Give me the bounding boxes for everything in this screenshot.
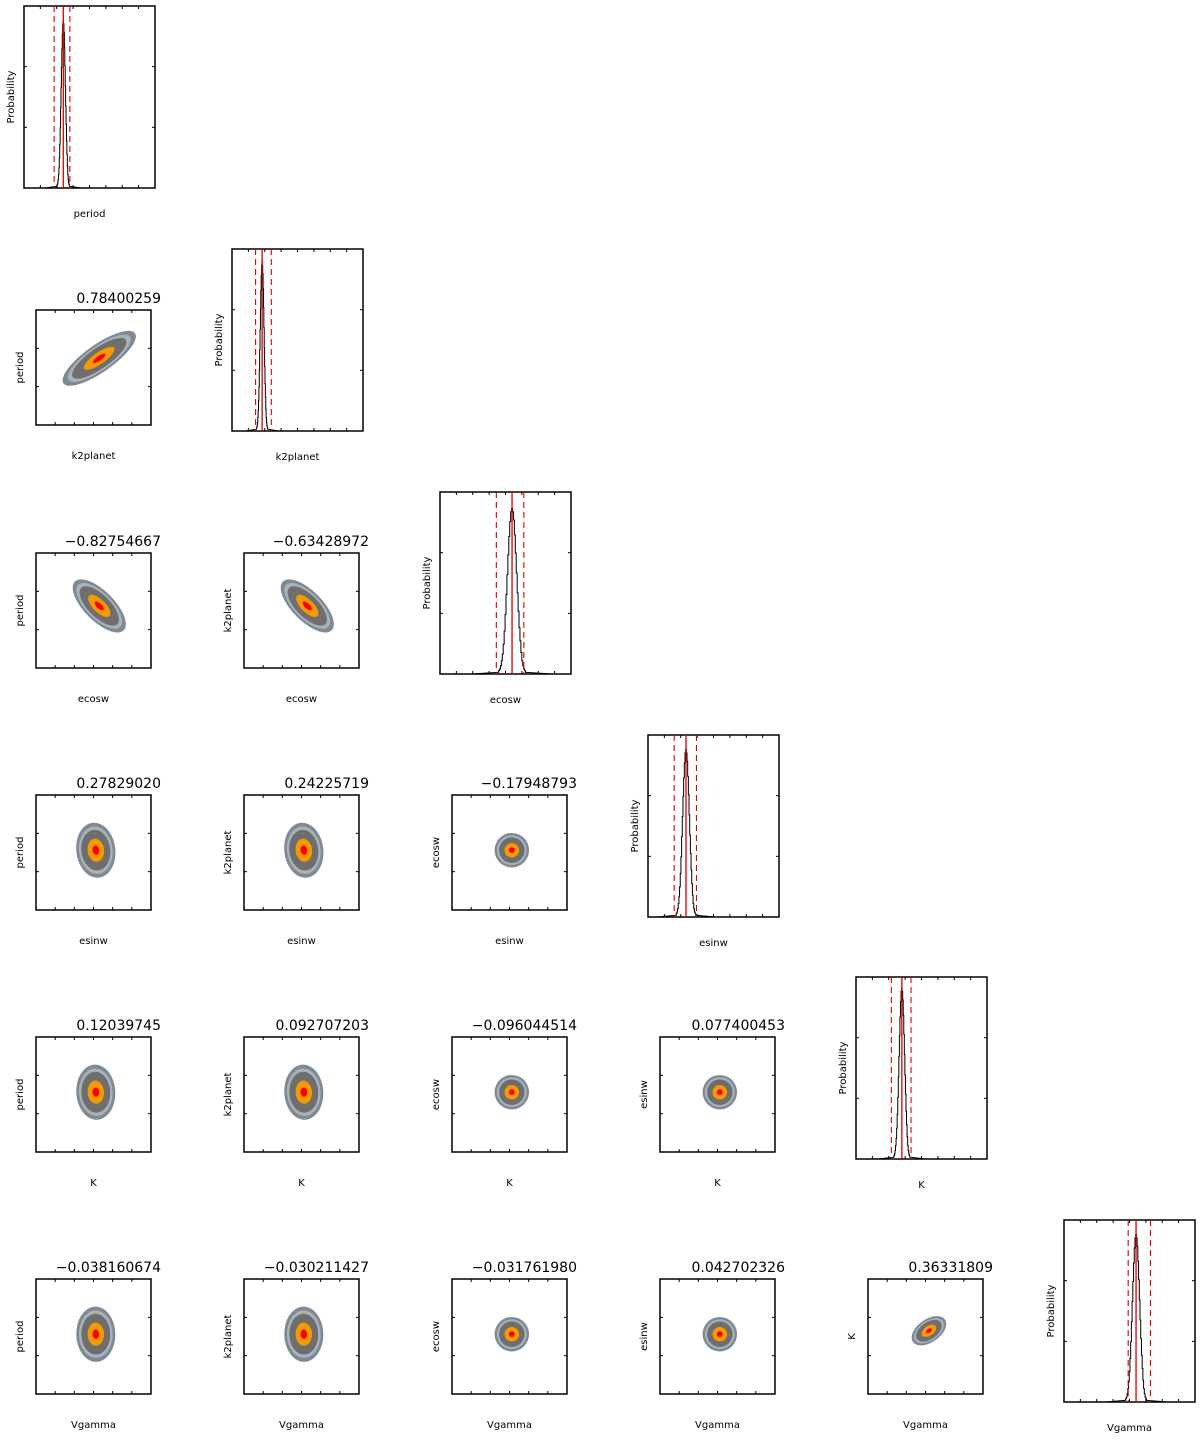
density-x-label: Vgamma <box>71 1420 116 1431</box>
correlation-value: 0.78400259 <box>76 291 161 307</box>
density-x-label: Vgamma <box>279 1420 324 1431</box>
correlation-value: −0.63428972 <box>273 534 369 550</box>
contour-peak <box>93 353 106 363</box>
density-panel-ecosw-vs-esinw: −0.17948793 ecosw esinw <box>431 776 577 947</box>
density-x-label: Vgamma <box>903 1420 948 1431</box>
density-x-label: K <box>90 1178 97 1189</box>
histogram-x-label: esinw <box>699 938 728 949</box>
histogram-frame <box>231 248 364 432</box>
histogram-x-label: Vgamma <box>1107 1423 1152 1434</box>
contour-peak <box>926 1328 932 1334</box>
density-panel-period-vs-Vgamma: −0.038160674 period Vgamma <box>15 1260 161 1431</box>
contour-peak <box>92 845 100 855</box>
contour-peak <box>716 1331 723 1338</box>
correlation-value: 0.27829020 <box>76 776 161 792</box>
histogram-y-label: Probability <box>422 556 433 609</box>
density-y-label: ecosw <box>431 837 442 868</box>
density-y-label: period <box>15 595 26 627</box>
histogram-frame <box>439 491 572 675</box>
density-y-label: k2planet <box>223 589 234 633</box>
density-x-label: ecosw <box>286 694 317 705</box>
histogram-panel-ecosw: Probability ecosw <box>422 491 572 706</box>
correlation-value: 0.077400453 <box>691 1018 785 1034</box>
contour-peak <box>302 601 312 611</box>
density-y-label: ecosw <box>431 1079 442 1110</box>
density-y-label: k2planet <box>223 1315 234 1359</box>
contour-peak <box>508 1331 515 1338</box>
contour-peak <box>300 1329 308 1339</box>
contour-peak <box>300 845 308 855</box>
histogram-panel-k2planet: Probability k2planet <box>214 248 364 463</box>
density-x-label: Vgamma <box>695 1420 740 1431</box>
density-panel-period-vs-esinw: 0.27829020 period esinw <box>15 776 161 947</box>
density-panel-k2planet-vs-ecosw: −0.63428972 k2planet ecosw <box>223 534 369 705</box>
density-y-label: K <box>847 1333 858 1340</box>
contour-peak <box>300 1087 308 1097</box>
contour-peak <box>94 601 104 611</box>
correlation-value: 0.12039745 <box>76 1018 161 1034</box>
density-panel-esinw-vs-Vgamma: 0.042702326 esinw Vgamma <box>639 1260 785 1431</box>
density-panel-period-vs-ecosw: −0.82754667 period ecosw <box>15 534 161 705</box>
contour-peak <box>92 1087 100 1097</box>
histogram-x-label: ecosw <box>490 695 521 706</box>
density-y-label: k2planet <box>223 831 234 875</box>
density-panel-K-vs-Vgamma: 0.36331809 K Vgamma <box>847 1260 993 1431</box>
density-x-label: Vgamma <box>487 1420 532 1431</box>
density-x-label: K <box>298 1178 305 1189</box>
density-y-label: ecosw <box>431 1321 442 1352</box>
density-x-label: K <box>714 1178 721 1189</box>
density-y-label: period <box>15 1079 26 1111</box>
density-panel-k2planet-vs-Vgamma: −0.030211427 k2planet Vgamma <box>223 1260 369 1431</box>
density-panel-ecosw-vs-Vgamma: −0.031761980 ecosw Vgamma <box>431 1260 577 1431</box>
histogram-frame <box>855 976 988 1160</box>
density-panel-period-vs-K: 0.12039745 period K <box>15 1018 161 1189</box>
histogram-y-label: Probability <box>214 313 225 366</box>
density-panel-period-vs-k2planet: 0.78400259 period k2planet <box>15 291 161 462</box>
density-y-label: esinw <box>639 1080 650 1109</box>
histogram-x-label: period <box>74 209 106 220</box>
histogram-y-label: Probability <box>6 70 17 123</box>
density-y-label: period <box>15 352 26 384</box>
correlation-value: −0.82754667 <box>65 534 161 550</box>
density-panel-esinw-vs-K: 0.077400453 esinw K <box>639 1018 785 1189</box>
density-y-label: k2planet <box>223 1073 234 1117</box>
contour-peak <box>92 1329 100 1339</box>
correlation-value: −0.17948793 <box>481 776 577 792</box>
density-x-label: K <box>506 1178 513 1189</box>
correlation-value: −0.030211427 <box>264 1260 369 1276</box>
density-x-label: esinw <box>287 936 316 947</box>
histogram-panel-Vgamma: Probability Vgamma <box>1046 1219 1196 1434</box>
histogram-frame <box>23 5 156 189</box>
correlation-value: 0.092707203 <box>275 1018 369 1034</box>
density-y-label: period <box>15 1321 26 1353</box>
contour-peak <box>716 1089 723 1096</box>
correlation-value: −0.031761980 <box>472 1260 577 1276</box>
histogram-y-label: Probability <box>630 799 641 852</box>
histogram-y-label: Probability <box>838 1041 849 1094</box>
correlation-value: 0.042702326 <box>691 1260 785 1276</box>
density-panel-k2planet-vs-esinw: 0.24225719 k2planet esinw <box>223 776 369 947</box>
correlation-value: 0.24225719 <box>284 776 369 792</box>
histogram-x-label: K <box>918 1180 925 1191</box>
contour-peak <box>508 847 515 854</box>
density-x-label: esinw <box>79 936 108 947</box>
density-panel-k2planet-vs-K: 0.092707203 k2planet K <box>223 1018 369 1189</box>
density-y-label: esinw <box>639 1322 650 1351</box>
histogram-frame <box>647 734 780 918</box>
density-x-label: ecosw <box>78 694 109 705</box>
histogram-y-label: Probability <box>1046 1284 1057 1337</box>
density-x-label: k2planet <box>72 451 116 462</box>
correlation-value: 0.36331809 <box>908 1260 993 1276</box>
density-x-label: esinw <box>495 936 524 947</box>
contour-peak <box>508 1089 515 1096</box>
histogram-panel-esinw: Probability esinw <box>630 734 780 949</box>
correlation-value: −0.038160674 <box>56 1260 161 1276</box>
correlation-value: −0.096044514 <box>472 1018 577 1034</box>
histogram-x-label: k2planet <box>276 452 320 463</box>
histogram-panel-K: Probability K <box>838 976 988 1191</box>
density-y-label: period <box>15 837 26 869</box>
density-panel-ecosw-vs-K: −0.096044514 ecosw K <box>431 1018 577 1189</box>
histogram-panel-period: Probability period <box>6 5 156 220</box>
